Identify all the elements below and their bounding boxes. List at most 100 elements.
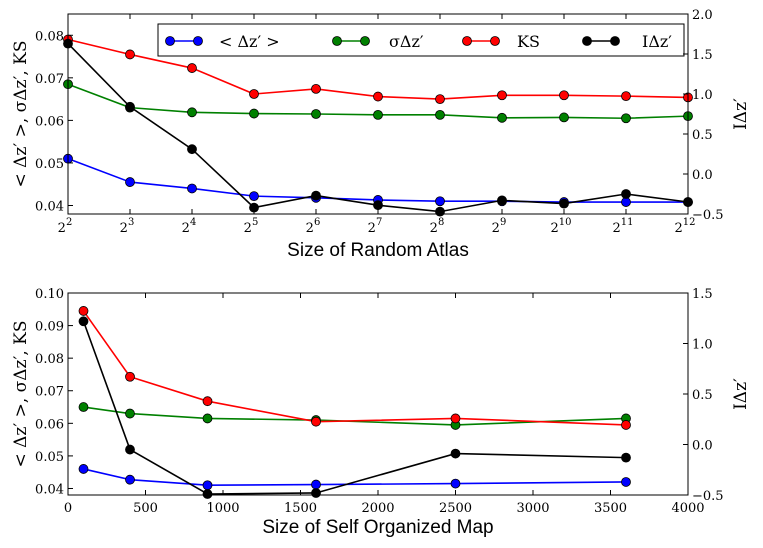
data-point: [202, 480, 213, 491]
y-tick-label: 0.04: [35, 199, 64, 214]
x-axis-label: Size of Self Organized Map: [262, 517, 493, 538]
data-point: [373, 109, 383, 120]
plot-frame: [67, 292, 689, 496]
x-axis-label: Size of Random Atlas: [287, 240, 469, 261]
y-axis-label: < Δz′ >, σΔz′, KS: [11, 320, 31, 467]
y-axis-label-right: IΔz′: [731, 98, 751, 130]
data-point: [187, 144, 197, 155]
data-point: [559, 90, 569, 101]
data-point: [435, 196, 445, 207]
series-markers: [63, 34, 693, 217]
data-point: [125, 408, 135, 419]
x-tick-exponent: 4: [190, 217, 196, 228]
data-point: [311, 416, 321, 427]
y-tick-label-right: −0.5: [692, 208, 724, 223]
data-point: [621, 189, 631, 199]
y-tick-label: 0.06: [35, 114, 64, 129]
x-tick-label: 23: [120, 217, 135, 236]
data-point: [621, 91, 631, 102]
x-tick-base: 2: [120, 221, 128, 236]
legend-label: < Δz′ >: [219, 32, 280, 51]
y-tick-label: 0.08: [35, 352, 64, 367]
chart-self-organized-map: 0 500 1000 1500 2000 2500 3000 3500 4000 0.04 0.05…: [11, 287, 751, 538]
axis-ticks: 0 500 1000 1500 2000 2500 3000 3500 4000 0.04 0.05…: [35, 287, 724, 516]
x-tick-label: 27: [368, 217, 383, 236]
x-tick-base: 2: [58, 221, 66, 236]
data-point: [450, 448, 461, 459]
y-tick-label-right: 1.5: [692, 287, 713, 302]
legend-marker: [610, 36, 620, 46]
x-tick-exponent: 5: [252, 217, 258, 228]
data-point: [125, 371, 135, 382]
data-point: [621, 113, 631, 124]
data-point: [187, 183, 197, 194]
series-lines: [67, 38, 689, 213]
x-tick-exponent: 12: [683, 217, 696, 228]
data-point: [311, 488, 321, 498]
data-point: [435, 109, 445, 120]
axis-ticks: 22 23 24 25 26 27 28 29 210 211 2120.040.050.060.0…: [35, 8, 724, 236]
x-tick-exponent: 7: [376, 217, 382, 228]
series-line: [82, 321, 627, 495]
x-tick-base: 2: [430, 221, 438, 236]
legend-marker: [193, 36, 203, 46]
data-point: [125, 474, 135, 485]
x-tick-label: 26: [306, 217, 321, 236]
y-tick-label-right: 0.0: [692, 168, 713, 183]
x-tick-exponent: 9: [500, 217, 506, 228]
data-point: [311, 479, 321, 490]
data-point: [435, 94, 445, 105]
data-point: [311, 83, 321, 94]
legend-marker: [490, 36, 500, 46]
data-point: [559, 198, 569, 209]
series-lines: [82, 310, 627, 495]
x-tick-label: 24: [182, 217, 197, 236]
data-point: [311, 109, 321, 119]
y-tick-label-right: 2.0: [692, 8, 713, 23]
x-tick-exponent: 6: [314, 217, 320, 228]
x-tick-exponent: 8: [438, 217, 444, 228]
x-tick-base: 2: [492, 221, 500, 236]
legend-label: IΔz′: [642, 32, 672, 51]
chart-random-atlas: < Δz′ > σΔz′ KS IΔz′ 22 23 24 25 26 27 28 29 210 211…: [11, 8, 751, 261]
data-point: [202, 396, 213, 407]
data-point: [311, 190, 321, 201]
data-point: [202, 413, 213, 424]
x-tick-label: 212: [674, 217, 695, 236]
x-tick-label: 1500: [284, 501, 317, 516]
y-tick-label-right: −0.5: [692, 489, 724, 504]
y-tick-label: 0.05: [35, 157, 64, 172]
y-tick-label: 0.07: [35, 72, 64, 87]
data-point: [621, 477, 631, 487]
legend-marker: [332, 36, 342, 46]
legend: < Δz′ > σΔz′ KS IΔz′: [157, 23, 685, 57]
y-tick-label-right: 1.0: [692, 338, 713, 353]
data-point: [125, 177, 135, 187]
series-line: [83, 468, 627, 487]
series-markers: [78, 306, 631, 499]
x-tick-label: 210: [550, 217, 571, 236]
data-point: [373, 91, 383, 102]
x-tick-label: 28: [430, 217, 445, 236]
y-tick-label-right: 0.5: [692, 128, 713, 143]
data-point: [450, 478, 461, 489]
data-point: [497, 195, 507, 206]
series-line: [67, 43, 689, 213]
data-point: [621, 452, 631, 463]
x-tick-base: 2: [674, 221, 682, 236]
data-point: [125, 49, 135, 60]
y-axis-label: < Δz′ >, σΔz′, KS: [11, 40, 31, 187]
y-tick-label: 0.04: [35, 482, 64, 497]
y-tick-label: 0.05: [35, 450, 64, 465]
legend-marker: [165, 36, 175, 46]
y-tick-label: 0.10: [35, 287, 64, 302]
x-tick-label: 0: [64, 501, 72, 516]
x-tick-exponent: 10: [559, 217, 572, 228]
x-tick-label: 3000: [516, 501, 549, 516]
x-tick-label: 4000: [671, 501, 704, 516]
x-tick-base: 2: [368, 221, 376, 236]
x-tick-base: 2: [612, 221, 620, 236]
x-tick-label: 2500: [439, 501, 472, 516]
data-point: [187, 107, 197, 118]
